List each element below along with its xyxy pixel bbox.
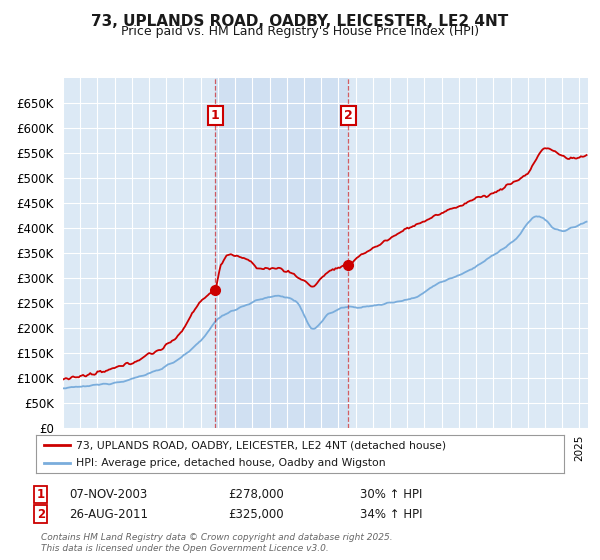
Text: 73, UPLANDS ROAD, OADBY, LEICESTER, LE2 4NT (detached house): 73, UPLANDS ROAD, OADBY, LEICESTER, LE2 … <box>76 440 446 450</box>
Text: 2: 2 <box>37 507 45 521</box>
Text: 07-NOV-2003: 07-NOV-2003 <box>69 488 147 501</box>
Text: £325,000: £325,000 <box>228 507 284 521</box>
Text: 26-AUG-2011: 26-AUG-2011 <box>69 507 148 521</box>
Text: 1: 1 <box>211 109 220 122</box>
Text: £278,000: £278,000 <box>228 488 284 501</box>
Text: 30% ↑ HPI: 30% ↑ HPI <box>360 488 422 501</box>
Bar <box>215 78 349 428</box>
Text: 1: 1 <box>37 488 45 501</box>
Text: 2: 2 <box>344 109 353 122</box>
Text: 73, UPLANDS ROAD, OADBY, LEICESTER, LE2 4NT: 73, UPLANDS ROAD, OADBY, LEICESTER, LE2 … <box>91 14 509 29</box>
Text: 34% ↑ HPI: 34% ↑ HPI <box>360 507 422 521</box>
Text: HPI: Average price, detached house, Oadby and Wigston: HPI: Average price, detached house, Oadb… <box>76 458 385 468</box>
Text: Price paid vs. HM Land Registry's House Price Index (HPI): Price paid vs. HM Land Registry's House … <box>121 25 479 38</box>
Text: Contains HM Land Registry data © Crown copyright and database right 2025.
This d: Contains HM Land Registry data © Crown c… <box>41 533 392 553</box>
